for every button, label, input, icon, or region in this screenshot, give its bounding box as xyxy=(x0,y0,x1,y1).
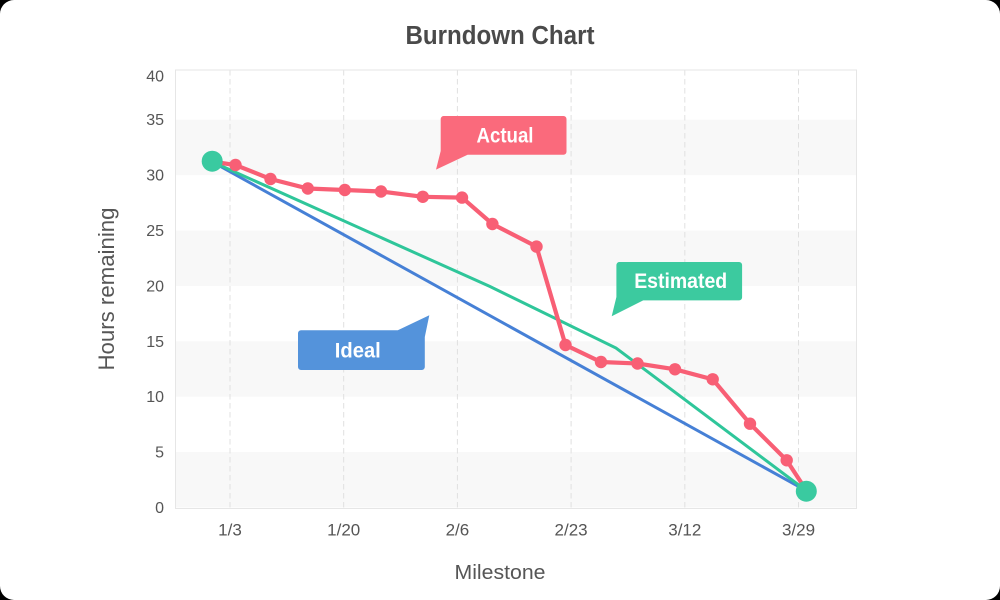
svg-text:Milestone: Milestone xyxy=(455,562,546,584)
svg-text:40: 40 xyxy=(146,69,164,86)
svg-text:5: 5 xyxy=(155,445,164,462)
svg-text:15: 15 xyxy=(146,334,164,351)
svg-text:3/29: 3/29 xyxy=(782,521,815,540)
svg-text:10: 10 xyxy=(146,389,164,406)
svg-text:30: 30 xyxy=(146,168,164,185)
svg-text:Actual: Actual xyxy=(477,124,534,148)
svg-text:3/12: 3/12 xyxy=(668,521,701,540)
svg-text:Ideal: Ideal xyxy=(335,339,381,363)
svg-text:2/23: 2/23 xyxy=(555,521,588,540)
svg-text:Hours remaining: Hours remaining xyxy=(94,208,119,371)
svg-text:1/3: 1/3 xyxy=(218,521,242,540)
svg-text:Estimated: Estimated xyxy=(634,270,727,293)
svg-text:2/6: 2/6 xyxy=(446,521,470,540)
svg-text:Burndown Chart: Burndown Chart xyxy=(406,22,595,50)
svg-text:1/20: 1/20 xyxy=(327,521,360,540)
svg-text:35: 35 xyxy=(146,112,164,129)
svg-text:20: 20 xyxy=(146,278,164,295)
svg-text:25: 25 xyxy=(146,223,164,240)
svg-text:0: 0 xyxy=(155,500,164,517)
